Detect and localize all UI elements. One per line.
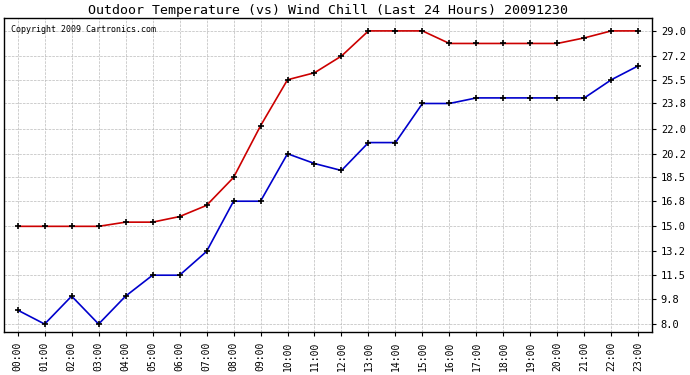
Title: Outdoor Temperature (vs) Wind Chill (Last 24 Hours) 20091230: Outdoor Temperature (vs) Wind Chill (Las… [88, 4, 568, 17]
Text: Copyright 2009 Cartronics.com: Copyright 2009 Cartronics.com [10, 25, 156, 34]
